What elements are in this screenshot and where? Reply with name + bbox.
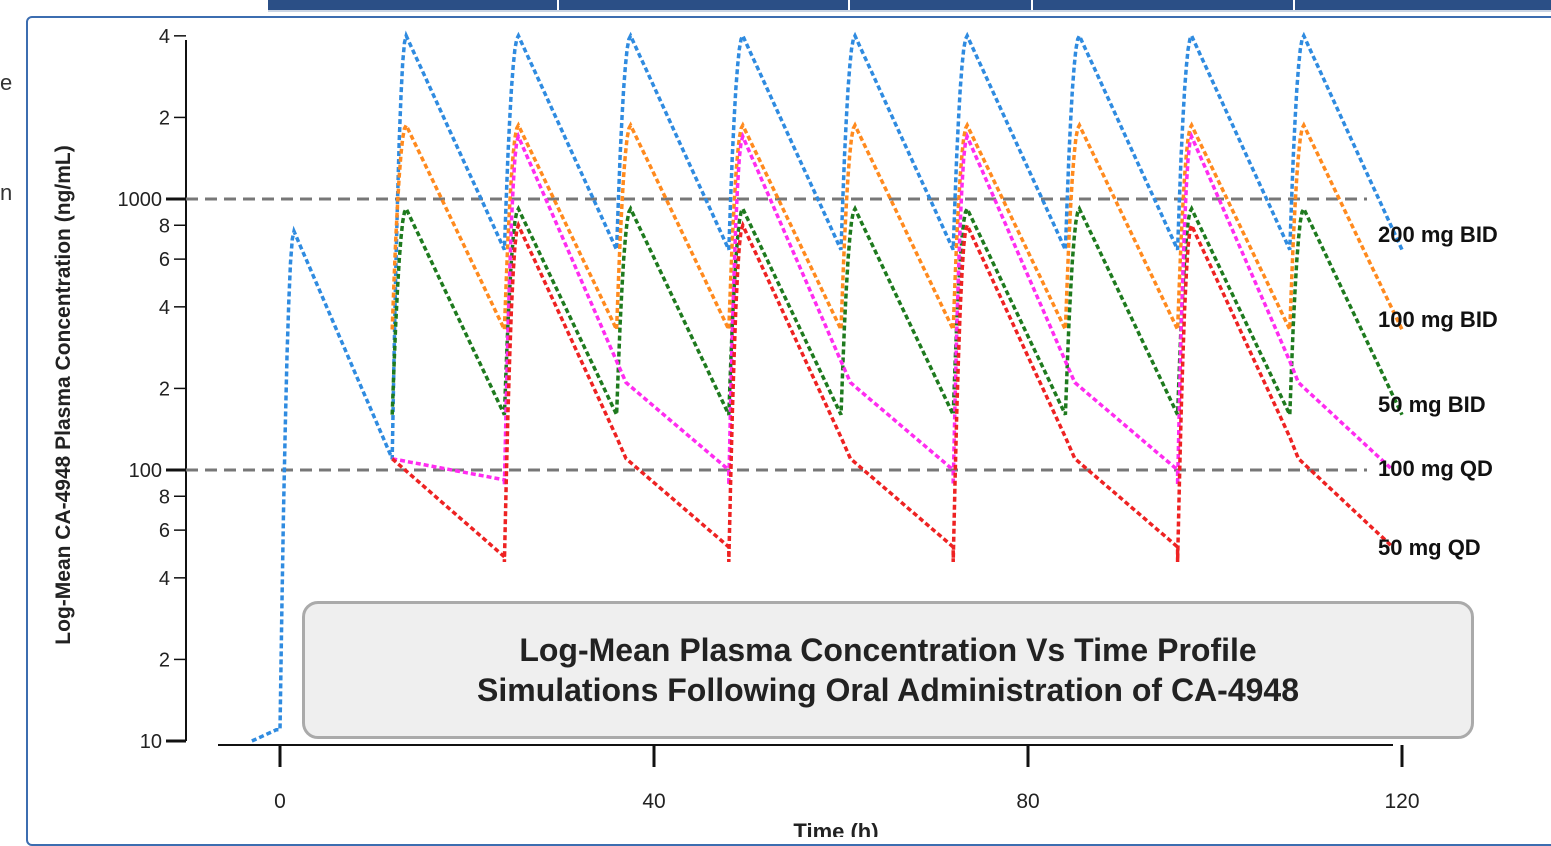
x-tick-label: 120 [1384, 790, 1419, 813]
series-labels: 200 mg BID 100 mg BID 50 mg BID 100 mg QD 50… [1378, 222, 1498, 560]
chart-subtitle: Simulations Following Oral Administratio… [477, 672, 1299, 708]
reference-lines [186, 197, 1367, 472]
y-tick-label: 10 [140, 731, 162, 753]
y-tick-label: 4 [159, 297, 170, 319]
series-line [391, 220, 1394, 563]
y-axis-label: Log-Mean CA-4948 Plasma Concentration (n… [52, 145, 75, 644]
strip-divider [557, 0, 559, 10]
y-tick-label: 8 [159, 215, 170, 237]
series-line [390, 204, 1404, 416]
y-tick-label: 2 [159, 649, 170, 671]
y-tick-label: 4 [159, 26, 170, 48]
y-tick-label: 2 [159, 378, 170, 400]
series-layer [251, 30, 1404, 743]
y-tick-label: 100 [129, 460, 162, 482]
x-axis-label: Time (h) [793, 819, 878, 837]
series-line [391, 131, 1394, 486]
x-tick-label: 80 [1016, 790, 1039, 813]
series-line [251, 30, 1404, 743]
left-edge-text-fragment: e [0, 72, 12, 94]
strip-divider [1293, 0, 1295, 10]
series-label: 50 mg QD [1378, 535, 1481, 560]
y-tick-label: 2 [159, 107, 170, 129]
left-edge-text-fragment: n [0, 182, 12, 204]
y-tick-label: 4 [159, 568, 170, 590]
y-tick-label: 6 [159, 249, 170, 271]
strip-divider [1031, 0, 1033, 10]
strip-divider [848, 0, 850, 10]
chart-title: Log-Mean Plasma Concentration Vs Time Pr… [519, 632, 1257, 668]
x-tick-label: 40 [642, 790, 665, 813]
y-tick-label: 6 [159, 520, 170, 542]
series-line [390, 121, 1404, 331]
series-label: 50 mg BID [1378, 392, 1486, 417]
y-tick-label: 8 [159, 486, 170, 508]
series-label: 100 mg BID [1378, 307, 1498, 332]
series-label: 100 mg QD [1378, 456, 1493, 481]
series-label: 200 mg BID [1378, 222, 1498, 247]
top-header-strip [268, 0, 1551, 12]
y-tick-label: 1000 [118, 189, 163, 211]
chart-title-box: Log-Mean Plasma Concentration Vs Time Pr… [302, 601, 1474, 739]
x-tick-label: 0 [274, 790, 286, 813]
